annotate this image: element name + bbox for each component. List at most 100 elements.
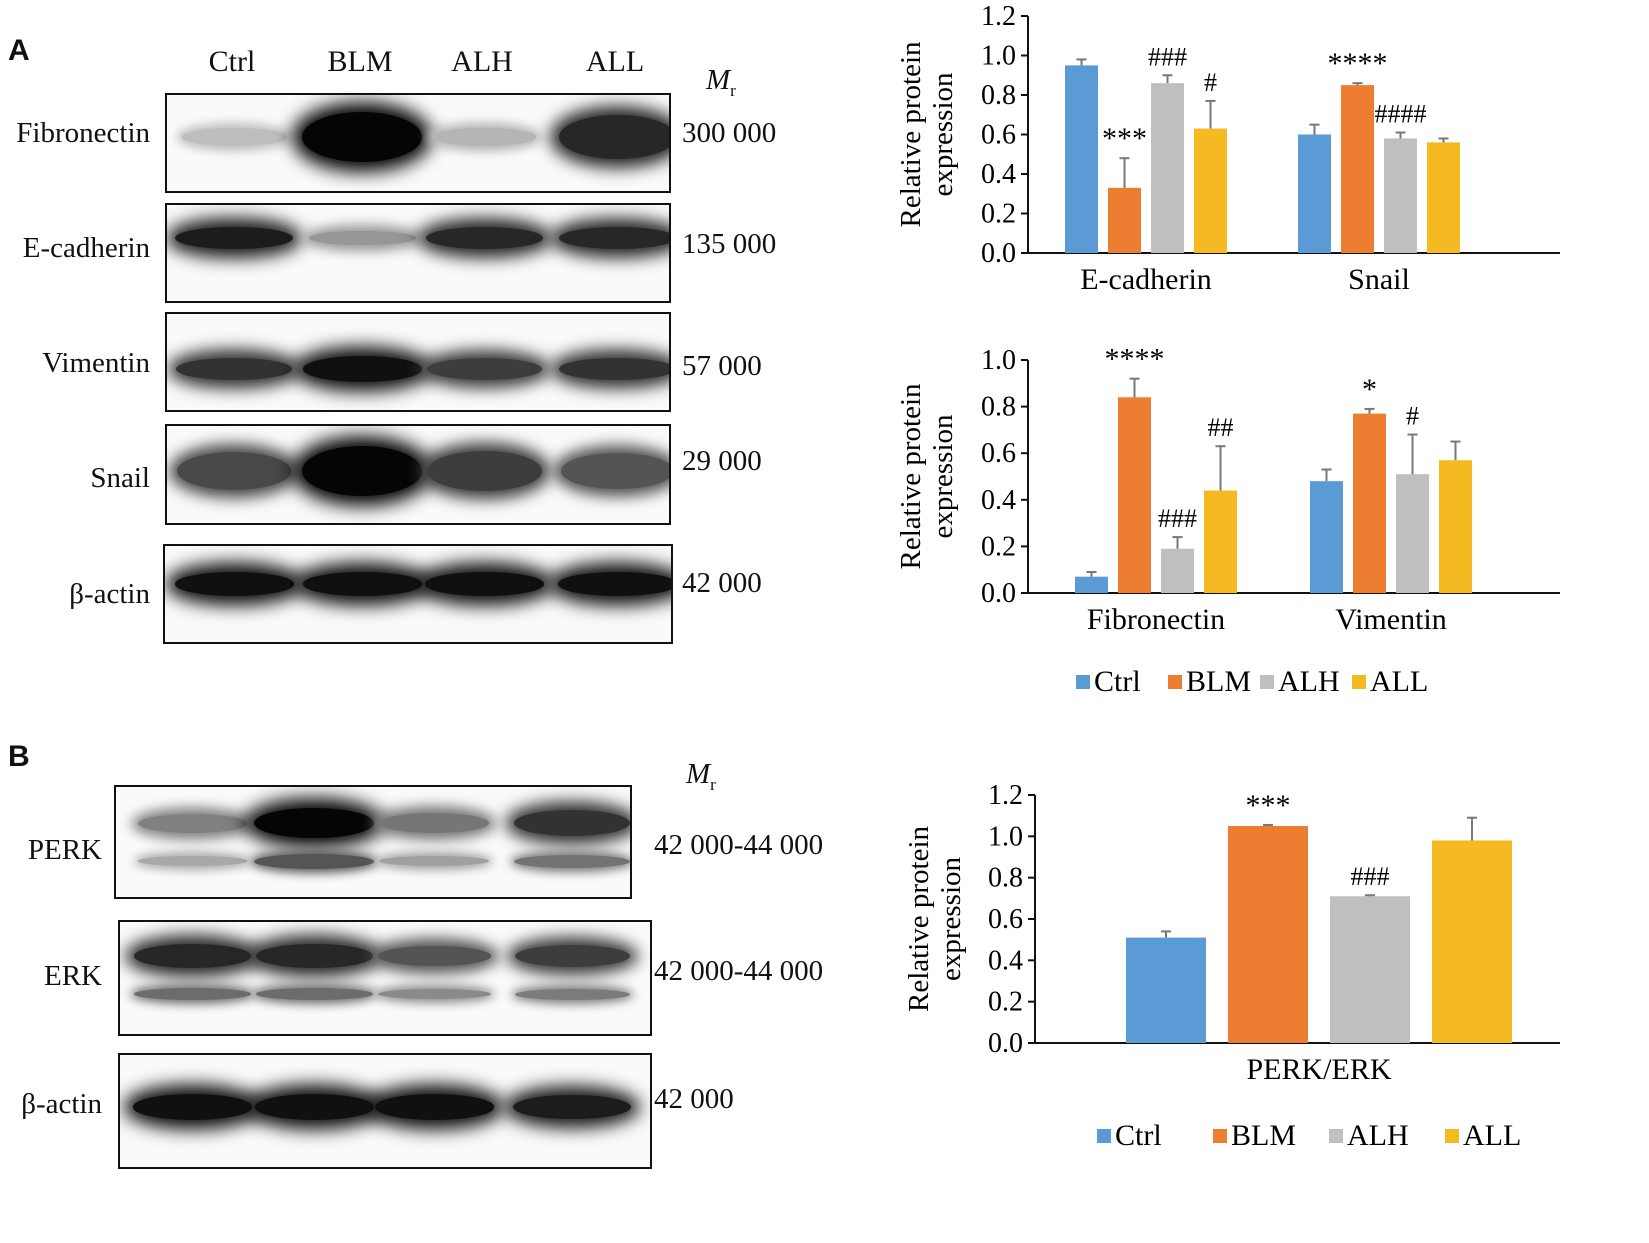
bar-vimentin-alh (1396, 474, 1429, 593)
protein-label-actin: β-actin (69, 578, 150, 610)
bar-perk-erk-alh (1330, 896, 1410, 1043)
legend-label-all: ALL (1463, 1119, 1521, 1152)
bar-fibronectin-blm (1118, 397, 1151, 593)
significance-mark: ### (1158, 504, 1197, 533)
band-perk-lane-3 (379, 813, 489, 833)
mw-label-snail: 29 000 (682, 445, 762, 477)
protein-label-e-cadherin: E-cadherin (22, 232, 150, 264)
band-lower-perk-lane-1 (137, 856, 247, 866)
lane-label-all: ALL (585, 45, 645, 78)
bar-e-cadherin-ctrl (1065, 65, 1098, 253)
protein-label-perk: PERK (27, 834, 102, 866)
y-tick-label: 0.6 (981, 438, 1016, 469)
blot-vimentin (165, 312, 671, 412)
bar-perk-erk-ctrl (1126, 937, 1206, 1043)
significance-mark: # (1204, 68, 1217, 97)
y-axis-label-line: expression (935, 856, 967, 981)
mw-label-vimentin: 57 000 (682, 350, 762, 382)
y-tick-label: 1.2 (981, 1, 1016, 32)
bar-perk-erk-blm (1228, 826, 1308, 1043)
protein-label-fibronectin: Fibronectin (16, 117, 150, 149)
band-actin-lane-1 (132, 1094, 252, 1120)
band-e-cadherin-lane-3 (425, 227, 543, 249)
band-e-cadherin-lane-1 (175, 226, 293, 250)
y-tick-label: 1.0 (981, 345, 1016, 376)
significance-mark: ### (1351, 862, 1390, 891)
y-tick-label: 0.4 (981, 159, 1016, 190)
band-snail-lane-3 (426, 451, 542, 491)
band-actin-lane-3 (374, 1094, 494, 1120)
band-erk-lane-4 (514, 945, 630, 967)
y-tick-label: 1.0 (981, 41, 1016, 72)
y-axis-label: Relative proteinexpression (895, 41, 959, 228)
bar-vimentin-all (1439, 460, 1472, 593)
y-axis-label-line: Relative protein (895, 41, 927, 228)
y-tick-label: 0.8 (988, 863, 1023, 894)
bar-vimentin-ctrl (1310, 481, 1343, 593)
lane-label-blm: BLM (327, 45, 393, 78)
bar-e-cadherin-all (1194, 128, 1227, 253)
mw-label-actin: 42 000 (682, 567, 762, 599)
band-lower-perk-lane-4 (514, 854, 630, 868)
blot-perk (114, 785, 632, 899)
blot-e-cadherin (165, 203, 671, 303)
protein-label-vimentin: Vimentin (42, 347, 150, 379)
y-tick-label: 0.6 (981, 120, 1016, 151)
y-axis-label: Relative proteinexpression (895, 383, 959, 570)
band-perk-lane-1 (137, 813, 247, 833)
y-tick-label: 0.8 (981, 80, 1016, 111)
significance-mark: * (1362, 373, 1377, 406)
legend-swatch-all (1352, 675, 1366, 689)
category-label-e-cadherin: E-cadherin (1080, 263, 1212, 296)
chart-perk-erk: Relative proteinexpression 0.0 0.2 0.4 0.6 0.… (903, 780, 1560, 1152)
band-snail-lane-4 (560, 453, 669, 489)
bar-vimentin-blm (1353, 413, 1386, 593)
protein-label-actin: β-actin (21, 1088, 102, 1120)
significance-mark: ### (1148, 42, 1187, 71)
bar-fibronectin-all (1204, 490, 1237, 593)
significance-mark: **** (1328, 47, 1388, 80)
band-actin-lane-4 (557, 572, 671, 596)
band-snail-lane-1 (177, 452, 291, 490)
molecular-weight-header: Mr (706, 64, 736, 100)
band-fibronectin-lane-1 (182, 128, 286, 146)
legend-label-alh: ALH (1347, 1119, 1409, 1152)
bar-e-cadherin-alh (1151, 83, 1184, 254)
chart-ecadherin-snail: Relative proteinexpression 0.0 0.2 0.4 0.6 0.… (895, 1, 1560, 296)
y-tick-label: 0.4 (981, 485, 1016, 516)
band-erk-lane-2 (255, 944, 373, 968)
mw-label-perk: 42 000-44 000 (654, 829, 824, 861)
category-label-vimentin: Vimentin (1335, 603, 1447, 636)
protein-label-erk: ERK (44, 960, 102, 992)
y-axis-label: Relative proteinexpression (903, 825, 967, 1012)
legend-label-ctrl: Ctrl (1094, 665, 1141, 698)
band-snail-lane-2 (302, 446, 422, 496)
blot-erk (118, 920, 652, 1036)
significance-mark: # (1406, 402, 1419, 431)
band-erk-lane-3 (377, 945, 491, 967)
y-tick-label: 0.2 (981, 531, 1016, 562)
legend-label-all: ALL (1370, 665, 1428, 698)
band-actin-lane-2 (302, 572, 422, 596)
molecular-weight-header-b: Mr (686, 758, 716, 794)
y-tick-label: 0.2 (981, 199, 1016, 230)
band-lower-erk-lane-4 (514, 988, 630, 1000)
band-actin-lane-3 (424, 572, 544, 596)
bar-perk-erk-all (1432, 840, 1512, 1043)
legend-swatch-blm (1168, 675, 1182, 689)
mw-label-erk: 42 000-44 000 (654, 955, 824, 987)
y-axis-label-line: Relative protein (895, 383, 927, 570)
y-tick-label: 0.0 (988, 1028, 1023, 1059)
band-erk-lane-1 (133, 944, 251, 968)
y-tick-label: 0.2 (988, 987, 1023, 1018)
y-tick-label: 0.4 (988, 945, 1023, 976)
bar-snail-all (1427, 142, 1460, 253)
lane-label-alh: ALH (451, 45, 513, 78)
lane-label-ctrl: Ctrl (208, 45, 256, 78)
significance-mark: **** (1105, 343, 1165, 376)
panel-b-label: B (8, 740, 30, 773)
category-label-snail: Snail (1348, 263, 1410, 296)
legend-swatch-ctrl (1097, 1129, 1111, 1143)
y-tick-label: 0.8 (981, 392, 1016, 423)
bar-fibronectin-ctrl (1075, 576, 1108, 593)
